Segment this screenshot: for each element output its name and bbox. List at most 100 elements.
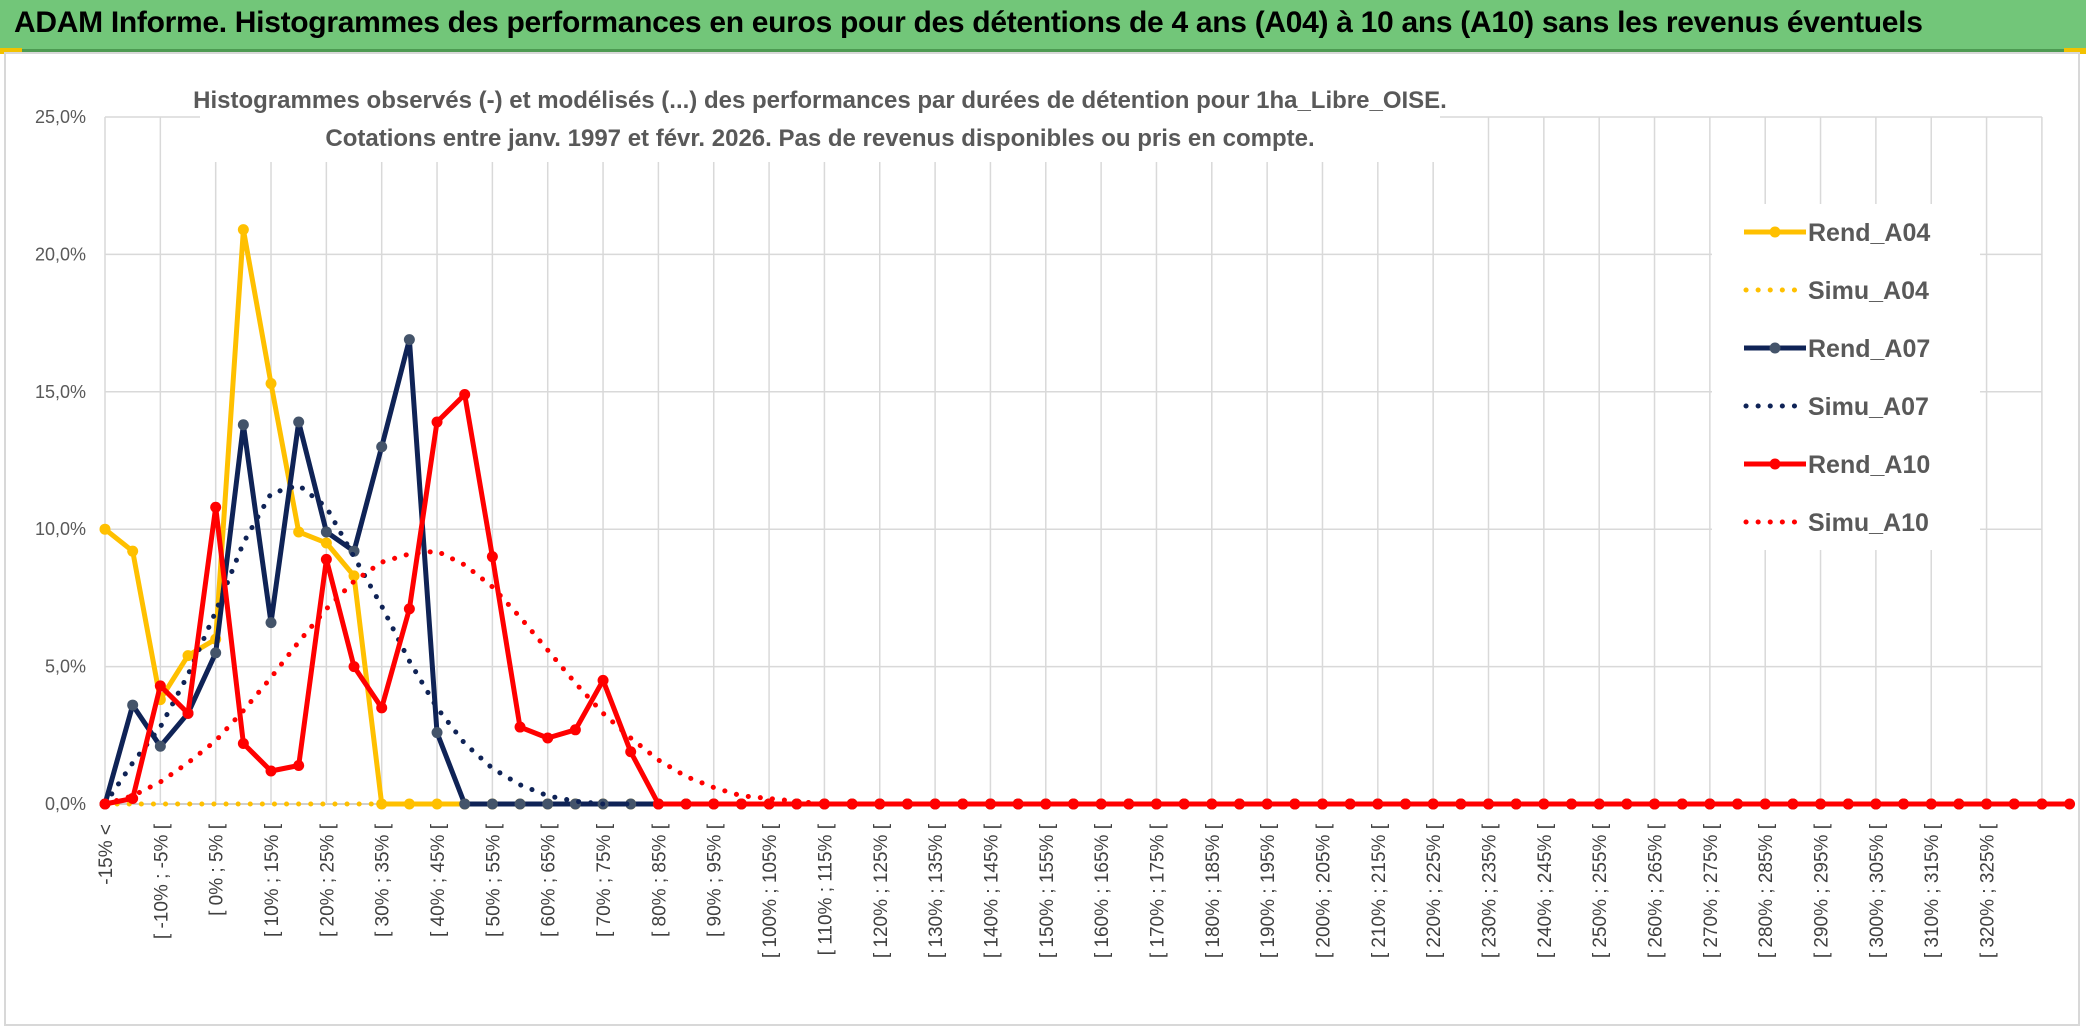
data-point	[846, 798, 858, 810]
data-point	[1344, 798, 1356, 810]
data-point	[348, 661, 360, 673]
x-tick-label: [ 260% ; 265% [	[1646, 823, 1667, 958]
x-tick-label: [ 240% ; 245% [	[1535, 823, 1556, 958]
data-point	[597, 674, 609, 686]
data-point	[1206, 798, 1218, 810]
data-point	[625, 746, 637, 758]
chart-frame	[4, 52, 2080, 1026]
data-point	[735, 798, 747, 810]
data-point	[1012, 798, 1024, 810]
data-point	[514, 721, 526, 733]
data-point	[431, 727, 443, 739]
x-tick-label: [ 300% ; 305% [	[1867, 823, 1888, 958]
x-tick-label: [ 80% ; 85% [	[649, 823, 670, 937]
data-point	[210, 501, 222, 513]
legend-label: Simu_A10	[1808, 509, 1929, 537]
data-point	[320, 537, 332, 549]
x-tick-label: [ 110% ; 115% [	[815, 823, 836, 955]
series-layer	[99, 224, 2076, 810]
chart-title-line-1: Histogrammes observés (-) et modélisés (…	[193, 87, 1447, 114]
data-point	[2036, 798, 2048, 810]
data-point	[265, 617, 277, 629]
data-point	[1593, 798, 1605, 810]
x-tick-label: [ 270% ; 275% [	[1701, 823, 1722, 958]
x-tick-label: [ 20% ; 25% [	[317, 823, 338, 937]
data-point	[293, 760, 305, 772]
x-tick-label: [ 250% ; 255% [	[1590, 823, 1611, 958]
data-point	[1233, 798, 1245, 810]
chart-title-line-2: Cotations entre janv. 1997 et févr. 2026…	[325, 125, 1314, 152]
x-tick-label: [ 10% ; 15% [	[262, 823, 283, 937]
x-tick-label: [ 290% ; 295% [	[1812, 823, 1833, 958]
data-point	[1040, 798, 1052, 810]
data-point	[348, 570, 360, 582]
data-point	[486, 798, 498, 810]
legend-bg	[1712, 204, 1980, 550]
y-tick-label: 5,0%	[45, 657, 86, 677]
legend-item: Rend_A04	[1744, 219, 1930, 247]
x-tick-label: [ 310% ; 315% [	[1922, 823, 1943, 958]
x-tick-label: [ 70% ; 75% [	[594, 823, 615, 937]
x-tick-label: [ 160% ; 165% [	[1092, 823, 1113, 958]
data-point	[1510, 798, 1522, 810]
legend-label: Simu_A07	[1808, 393, 1929, 421]
series-simu-a10	[102, 548, 2045, 807]
axes: 0,0% 5,0% 10,0% 15,0% 20,0% 25,0% -15% < [ -10%…	[35, 107, 1999, 958]
data-point	[376, 441, 388, 453]
data-point	[265, 378, 277, 390]
data-point	[1815, 798, 1827, 810]
x-tick-label: [ 230% ; 235% [	[1480, 823, 1501, 958]
legend-label: Simu_A04	[1808, 277, 1929, 305]
data-point	[293, 526, 305, 538]
data-point	[1150, 798, 1162, 810]
data-point	[1870, 798, 1882, 810]
legend-item: Rend_A07	[1744, 335, 1930, 363]
data-point	[127, 699, 139, 711]
data-point	[182, 650, 194, 662]
x-tick-label: [ 100% ; 105% [	[760, 823, 781, 958]
y-tick-label: 20,0%	[35, 244, 86, 264]
data-point	[1399, 798, 1411, 810]
data-point	[1621, 798, 1633, 810]
data-point	[237, 738, 249, 750]
data-point	[542, 798, 554, 810]
legend-item: Rend_A10	[1744, 451, 1930, 479]
data-point	[459, 798, 471, 810]
data-point	[154, 740, 166, 752]
data-point	[320, 526, 332, 538]
data-point	[459, 389, 471, 401]
data-point	[625, 798, 637, 810]
data-point	[1704, 798, 1716, 810]
data-point	[2064, 798, 2076, 810]
legend-label: Rend_A07	[1808, 335, 1930, 363]
data-point	[237, 419, 249, 431]
y-tick-label: 0,0%	[45, 794, 86, 814]
x-tick-label: [ 210% ; 215% [	[1369, 823, 1390, 958]
x-tick-label: [ 90% ; 95% [	[705, 823, 726, 937]
legend-item: Simu_A07	[1743, 393, 1929, 421]
page-title: ADAM Informe. Histogrammes des performan…	[14, 6, 1923, 39]
legend: Rend_A04 Simu_A04 Rend_A07 Simu_A07 Rend_A10…	[1712, 204, 1980, 550]
x-tick-label: [ 280% ; 285% [	[1756, 823, 1777, 958]
data-point	[514, 798, 526, 810]
header-bar: ADAM Informe. Histogrammes des performan…	[0, 0, 2086, 52]
x-tick-label: [ 50% ; 55% [	[483, 823, 504, 937]
data-point	[210, 647, 222, 659]
series-line	[102, 548, 2045, 807]
x-tick-label: [ 140% ; 145% [	[981, 823, 1002, 958]
data-point	[431, 798, 443, 810]
data-point	[1427, 798, 1439, 810]
data-point	[652, 798, 664, 810]
x-tick-label: [ 0% ; 5% [	[207, 823, 228, 916]
data-point	[154, 680, 166, 692]
chart-title-bg	[200, 80, 1440, 162]
x-tick-label: [ 60% ; 65% [	[539, 823, 560, 937]
data-point	[99, 523, 111, 535]
data-point	[403, 334, 415, 346]
data-point	[708, 798, 720, 810]
data-point	[680, 798, 692, 810]
data-point	[1538, 798, 1550, 810]
data-point	[1732, 798, 1744, 810]
y-tick-label: 15,0%	[35, 382, 86, 402]
x-tick-label: [ 130% ; 135% [	[926, 823, 947, 958]
